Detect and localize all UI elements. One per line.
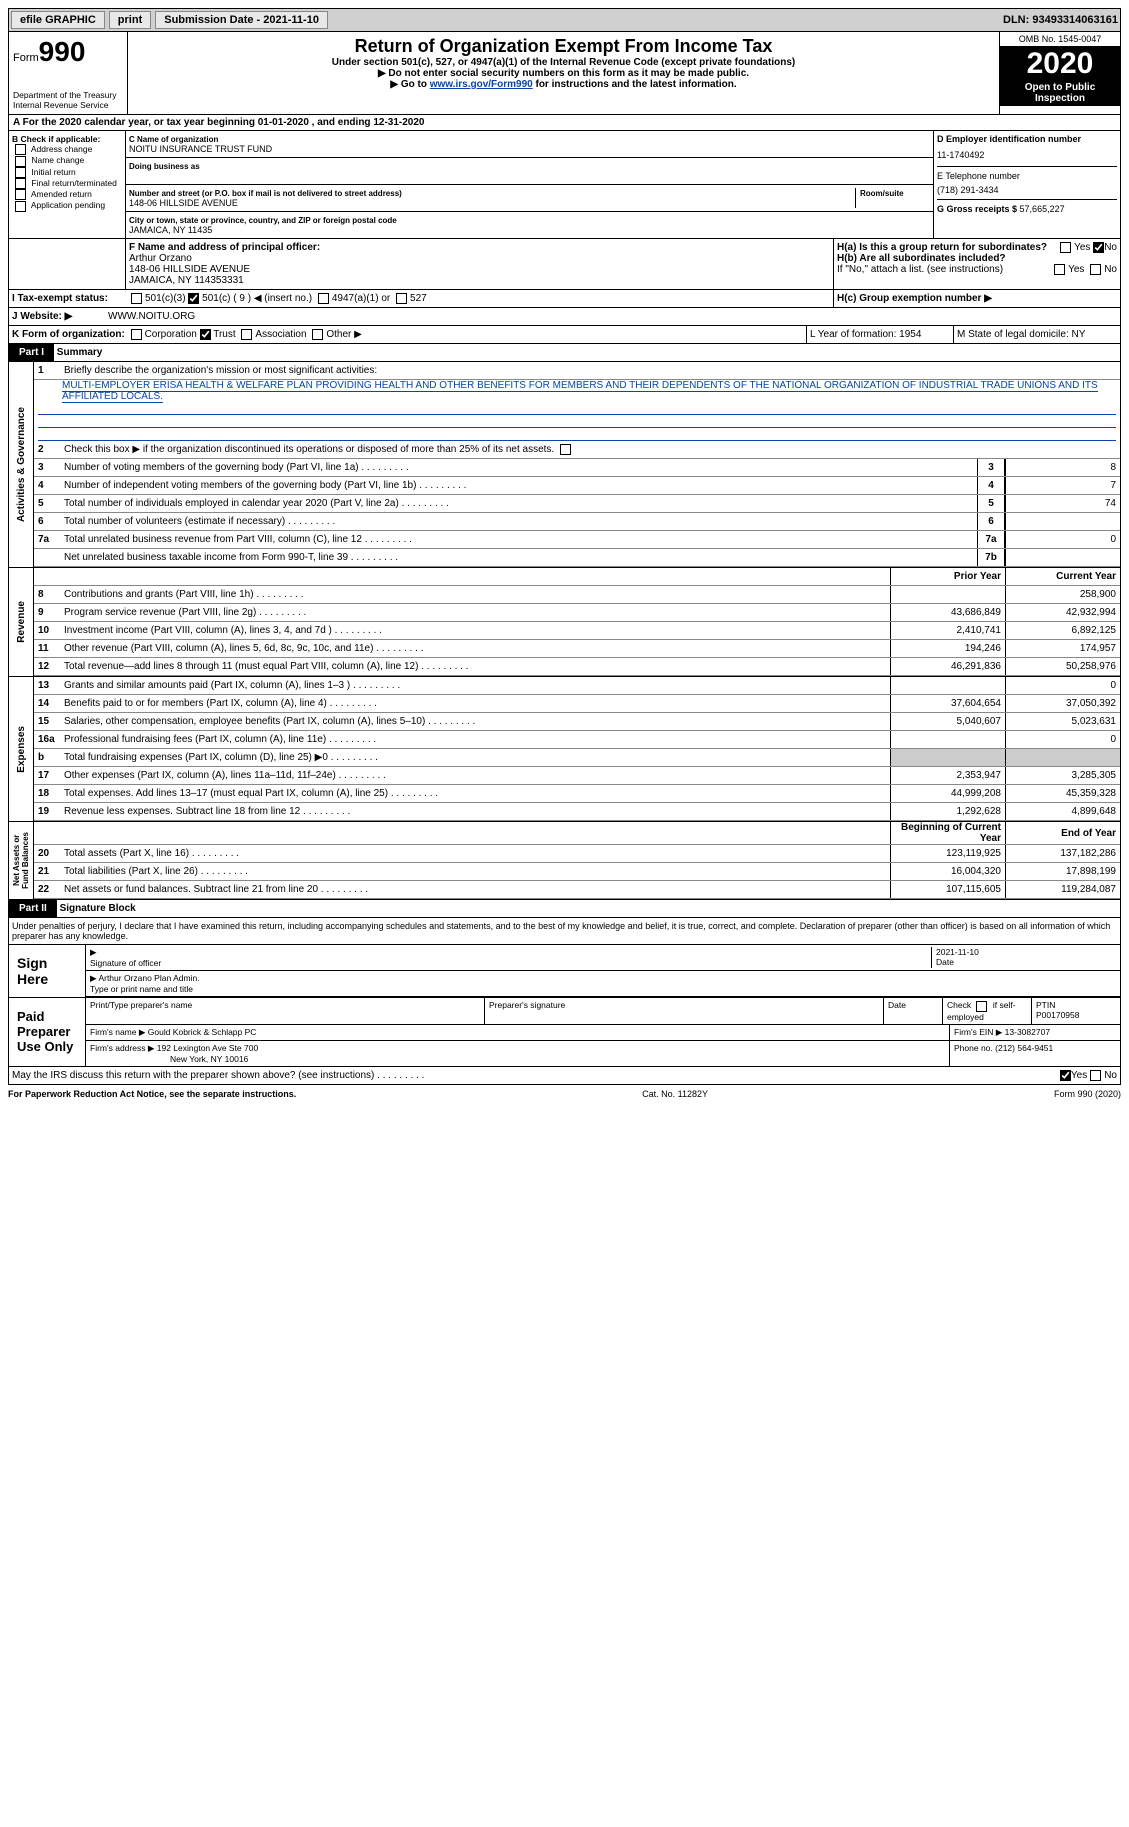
summary-line: 9Program service revenue (Part VIII, lin… <box>34 604 1120 622</box>
subdate-badge: Submission Date - 2021-11-10 <box>155 11 328 29</box>
paid-preparer-block: Paid Preparer Use Only Print/Type prepar… <box>8 998 1121 1066</box>
netassets-section: Net Assets or Fund Balances Beginning of… <box>8 822 1121 900</box>
summary-line: 20Total assets (Part X, line 16)123,119,… <box>34 845 1120 863</box>
row-f-h: F Name and address of principal officer:… <box>8 239 1121 290</box>
telephone-value: (718) 291-3434 <box>937 185 1117 195</box>
firm-phone: (212) 564-9451 <box>995 1043 1053 1053</box>
summary-line: Net unrelated business taxable income fr… <box>34 549 1120 567</box>
form-subtitle-1: Under section 501(c), 527, or 4947(a)(1)… <box>132 57 995 68</box>
summary-line: 11Other revenue (Part VIII, column (A), … <box>34 640 1120 658</box>
page-footer: For Paperwork Reduction Act Notice, see … <box>8 1085 1121 1099</box>
summary-line: 21Total liabilities (Part X, line 26)16,… <box>34 863 1120 881</box>
checkbox-item[interactable]: Name change <box>12 155 122 166</box>
section-b-to-g: B Check if applicable: Address change Na… <box>8 131 1121 239</box>
summary-line: 7aTotal unrelated business revenue from … <box>34 531 1120 549</box>
summary-line: 15Salaries, other compensation, employee… <box>34 713 1120 731</box>
omb-number: OMB No. 1545-0047 <box>1000 32 1120 47</box>
col-b-checkboxes: B Check if applicable: Address change Na… <box>9 131 126 238</box>
part-i-header: Part I Summary <box>8 344 1121 362</box>
form-header: Form990 Department of the Treasury Inter… <box>8 32 1121 115</box>
checkbox-item[interactable]: Initial return <box>12 167 122 178</box>
mission-text: MULTI-EMPLOYER ERISA HEALTH & WELFARE PL… <box>62 380 1098 403</box>
summary-line: 5Total number of individuals employed in… <box>34 495 1120 513</box>
summary-line: 18Total expenses. Add lines 13–17 (must … <box>34 785 1120 803</box>
discuss-row: May the IRS discuss this return with the… <box>8 1067 1121 1085</box>
city-state-zip: JAMAICA, NY 11435 <box>129 225 212 235</box>
row-j: J Website: ▶ WWW.NOITU.ORG <box>8 308 1121 326</box>
street-address: 148-06 HILLSIDE AVENUE <box>129 198 238 208</box>
row-a-taxyear: A For the 2020 calendar year, or tax yea… <box>8 115 1121 131</box>
dept-label: Department of the Treasury Internal Reve… <box>13 90 123 110</box>
checkbox-item[interactable]: Amended return <box>12 189 122 200</box>
open-public-badge: Open to Public Inspection <box>1000 80 1120 106</box>
summary-line: 22Net assets or fund balances. Subtract … <box>34 881 1120 899</box>
checkbox-item[interactable]: Application pending <box>12 200 122 211</box>
website-value[interactable]: WWW.NOITU.ORG <box>105 308 1120 325</box>
tax-year: 2020 <box>1000 47 1120 80</box>
print-button[interactable]: print <box>109 11 151 29</box>
ein-value: 11-1740492 <box>937 150 1117 160</box>
checkbox-item[interactable]: Final return/terminated <box>12 178 122 189</box>
sign-here-block: Sign Here ▶Signature of officer2021-11-1… <box>8 945 1121 998</box>
governance-section: Activities & Governance 1Briefly describ… <box>8 362 1121 568</box>
form-number: Form990 <box>13 36 123 68</box>
summary-line: 8Contributions and grants (Part VIII, li… <box>34 586 1120 604</box>
check-icon <box>200 329 211 340</box>
summary-line: 13Grants and similar amounts paid (Part … <box>34 677 1120 695</box>
row-i: I Tax-exempt status: 501(c)(3) 501(c) ( … <box>8 290 1121 308</box>
efile-button[interactable]: efile GRAPHIC <box>11 11 105 29</box>
top-toolbar: efile GRAPHIC print Submission Date - 20… <box>8 8 1121 32</box>
summary-line: 16aProfessional fundraising fees (Part I… <box>34 731 1120 749</box>
row-k: K Form of organization: Corporation Trus… <box>8 326 1121 344</box>
checkbox-item[interactable]: Address change <box>12 144 122 155</box>
summary-line: bTotal fundraising expenses (Part IX, co… <box>34 749 1120 767</box>
summary-line: 12Total revenue—add lines 8 through 11 (… <box>34 658 1120 676</box>
gross-receipts: 57,665,227 <box>1020 204 1065 214</box>
form-subtitle-3: ▶ Go to www.irs.gov/Form990 for instruct… <box>132 79 995 90</box>
form-title: Return of Organization Exempt From Incom… <box>132 36 995 57</box>
check-icon <box>1093 242 1104 253</box>
dba-label: Doing business as <box>129 162 200 171</box>
summary-line: 3Number of voting members of the governi… <box>34 459 1120 477</box>
check-icon <box>188 293 199 304</box>
signer-name: Arthur Orzano Plan Admin. <box>98 973 199 983</box>
dln-label: DLN: 93493314063161 <box>1003 14 1118 26</box>
summary-line: 14Benefits paid to or for members (Part … <box>34 695 1120 713</box>
summary-line: 4Number of independent voting members of… <box>34 477 1120 495</box>
expenses-section: Expenses 13Grants and similar amounts pa… <box>8 677 1121 822</box>
summary-line: 6Total number of volunteers (estimate if… <box>34 513 1120 531</box>
check-icon <box>1060 1070 1071 1081</box>
ptin-value: P00170958 <box>1036 1010 1080 1020</box>
summary-line: 19Revenue less expenses. Subtract line 1… <box>34 803 1120 821</box>
summary-line: 10Investment income (Part VIII, column (… <box>34 622 1120 640</box>
irs-link[interactable]: www.irs.gov/Form990 <box>430 79 533 90</box>
org-name: NOITU INSURANCE TRUST FUND <box>129 144 272 154</box>
firm-name: Gould Kobrick & Schlapp PC <box>148 1027 257 1037</box>
summary-line: 17Other expenses (Part IX, column (A), l… <box>34 767 1120 785</box>
part-ii-header: Part II Signature Block <box>8 900 1121 918</box>
penalties-text: Under penalties of perjury, I declare th… <box>8 918 1121 945</box>
officer-name: Arthur Orzano <box>129 253 192 264</box>
form-subtitle-2: ▶ Do not enter social security numbers o… <box>132 68 995 79</box>
revenue-section: Revenue Prior YearCurrent Year 8Contribu… <box>8 568 1121 677</box>
